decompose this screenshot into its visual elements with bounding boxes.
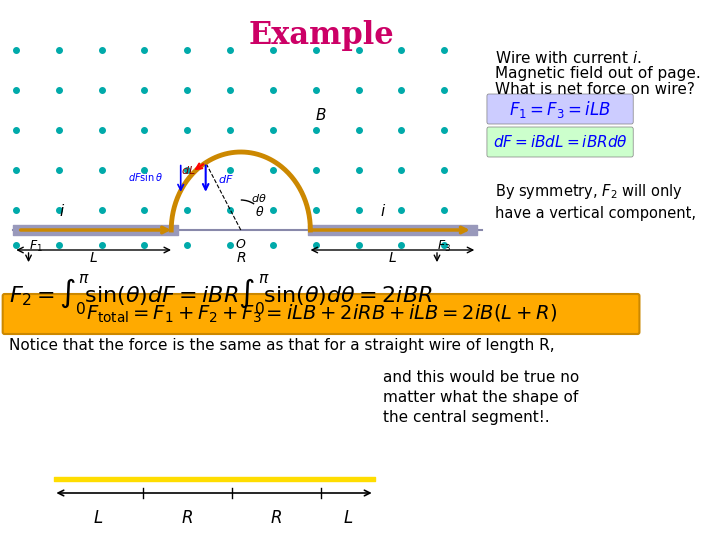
Text: $dF = iBdL = iBRd\theta$: $dF = iBdL = iBRd\theta$	[492, 134, 627, 150]
Text: $F_3$: $F_3$	[437, 239, 451, 254]
Text: $dL$: $dL$	[181, 164, 196, 176]
Text: $R$: $R$	[181, 509, 193, 527]
Text: By symmetry, $F_2$ will only
have a vertical component,: By symmetry, $F_2$ will only have a vert…	[495, 182, 696, 221]
Text: $L$: $L$	[388, 251, 397, 265]
Text: Wire with current $i$.: Wire with current $i$.	[495, 50, 642, 66]
Text: $d\theta$: $d\theta$	[251, 192, 267, 204]
FancyBboxPatch shape	[487, 127, 633, 157]
Text: $F_2 = \int_0^{\pi}\!\sin(\theta)dF = iBR\int_0^{\pi}\!\sin(\theta)d\theta = 2iB: $F_2 = \int_0^{\pi}\!\sin(\theta)dF = iB…	[9, 272, 433, 316]
Text: $F_1$: $F_1$	[29, 239, 42, 254]
Text: $dF$: $dF$	[218, 173, 234, 185]
Text: $R$: $R$	[271, 509, 282, 527]
Text: $i$: $i$	[59, 203, 66, 219]
FancyBboxPatch shape	[487, 94, 633, 124]
Text: Magnetic field out of page.: Magnetic field out of page.	[495, 66, 701, 81]
Text: $i$: $i$	[380, 203, 387, 219]
Text: $dF\sin\theta$: $dF\sin\theta$	[127, 171, 163, 183]
FancyBboxPatch shape	[3, 294, 639, 334]
Text: $\theta$: $\theta$	[255, 205, 264, 219]
Text: What is net force on wire?: What is net force on wire?	[495, 82, 695, 97]
Text: $L$: $L$	[89, 251, 98, 265]
Text: Example: Example	[248, 20, 394, 51]
Text: $L$: $L$	[93, 509, 103, 527]
Text: $R$: $R$	[235, 251, 246, 265]
Text: $B$: $B$	[315, 107, 327, 123]
Text: $L$: $L$	[343, 509, 353, 527]
Text: Notice that the force is the same as that for a straight wire of length R,: Notice that the force is the same as tha…	[9, 338, 554, 353]
Text: $F_1 = F_3 = iLB$: $F_1 = F_3 = iLB$	[509, 98, 611, 119]
Text: $F_{\mathrm{total}} = F_1 + F_2 + F_3 = iLB + 2iRB + iLB = 2iB(L+R)$: $F_{\mathrm{total}} = F_1 + F_2 + F_3 = …	[86, 303, 557, 325]
Text: $O$: $O$	[235, 238, 246, 251]
Text: and this would be true no
matter what the shape of
the central segment!.: and this would be true no matter what th…	[384, 370, 580, 424]
